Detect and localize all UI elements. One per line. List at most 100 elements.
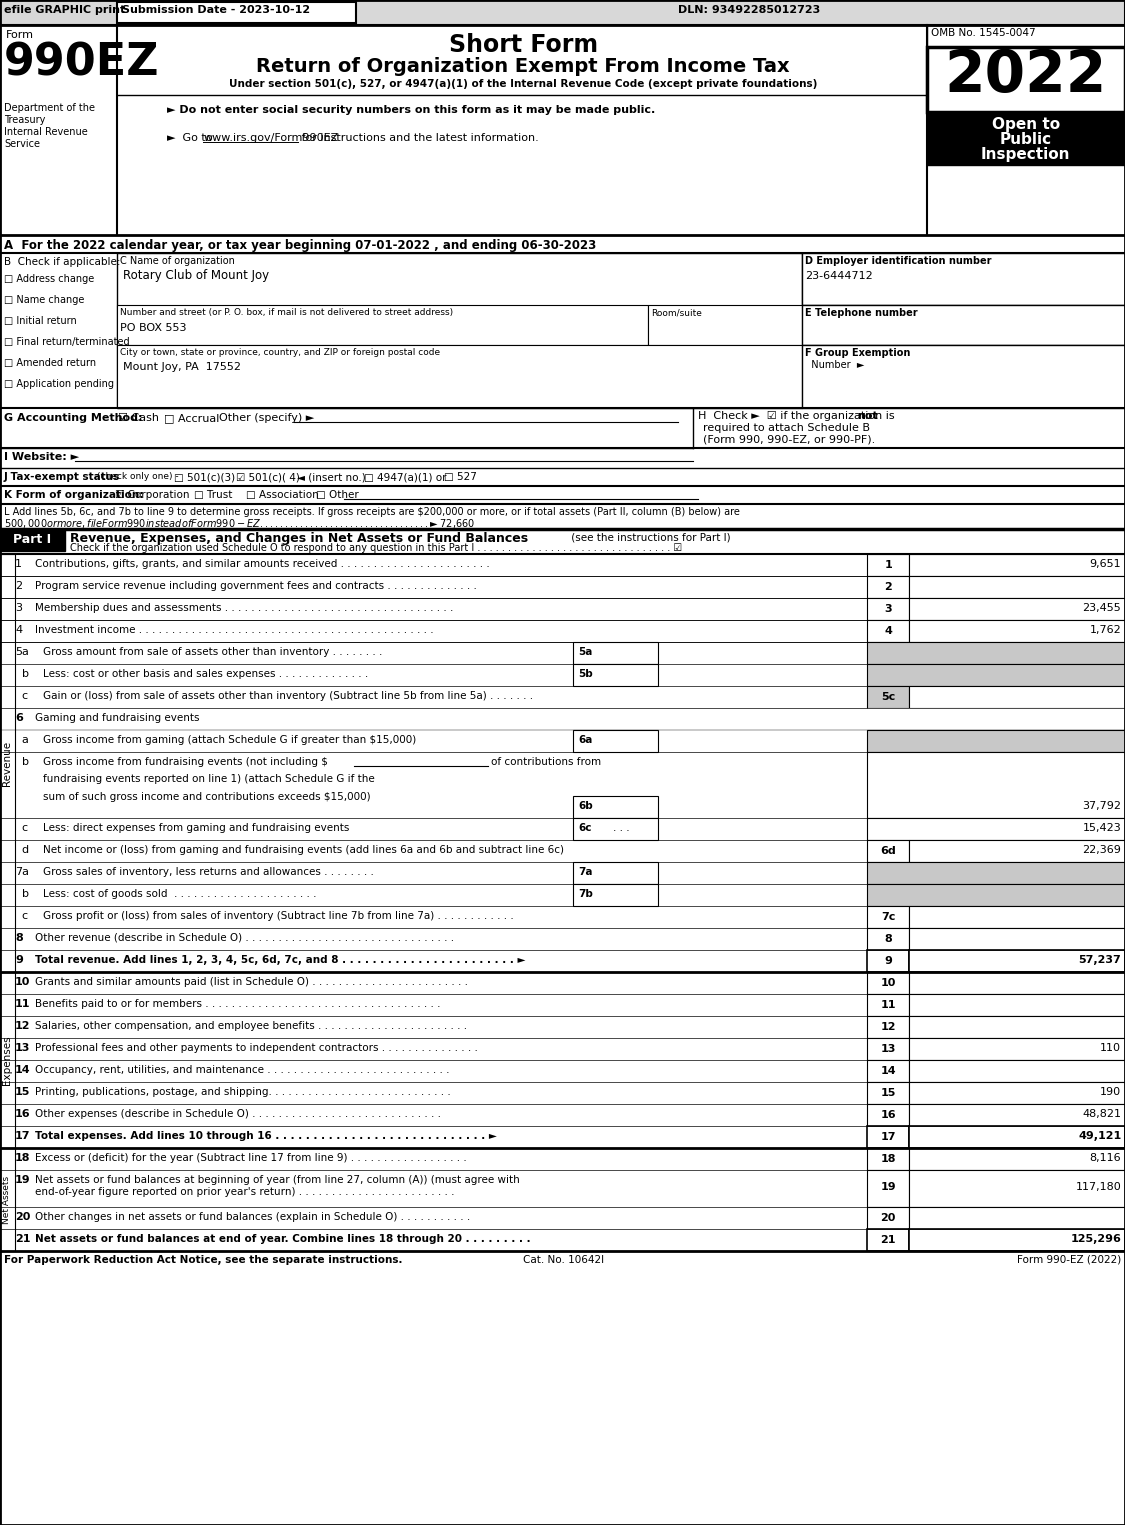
Text: required to attach Schedule B: required to attach Schedule B xyxy=(702,422,869,433)
Text: □ Amended return: □ Amended return xyxy=(5,358,96,368)
Text: c: c xyxy=(15,910,28,921)
Text: 12: 12 xyxy=(15,1022,30,1031)
Text: J Tax-exempt status: J Tax-exempt status xyxy=(5,473,120,482)
Text: ☑ 501(c)( 4): ☑ 501(c)( 4) xyxy=(236,473,300,482)
Bar xyxy=(927,111,1126,165)
Text: □ Application pending: □ Application pending xyxy=(5,380,114,389)
Text: ►  Go to: ► Go to xyxy=(167,133,217,143)
Bar xyxy=(867,971,909,994)
Bar xyxy=(909,950,1126,971)
Bar xyxy=(116,345,803,409)
Text: 2: 2 xyxy=(15,581,23,592)
Text: 8: 8 xyxy=(884,933,892,944)
Text: 4: 4 xyxy=(15,625,23,634)
Bar xyxy=(909,1206,1126,1229)
Bar xyxy=(909,1148,1126,1170)
Text: Salaries, other compensation, and employee benefits . . . . . . . . . . . . . . : Salaries, other compensation, and employ… xyxy=(35,1022,467,1031)
Text: Number  ►: Number ► xyxy=(805,360,865,371)
Text: Contributions, gifts, grants, and similar amounts received . . . . . . . . . . .: Contributions, gifts, grants, and simila… xyxy=(35,560,490,569)
Text: 9: 9 xyxy=(884,956,892,965)
Text: (check only one) -: (check only one) - xyxy=(97,473,178,480)
Text: d: d xyxy=(15,845,29,856)
Text: 20: 20 xyxy=(15,1212,30,1222)
Text: 15: 15 xyxy=(881,1087,895,1098)
Text: Open to: Open to xyxy=(991,117,1060,133)
Text: C Name of organization: C Name of organization xyxy=(120,256,235,265)
Text: A  For the 2022 calendar year, or tax year beginning 07-01-2022 , and ending 06-: A For the 2022 calendar year, or tax yea… xyxy=(5,239,596,252)
Text: 37,792: 37,792 xyxy=(1083,801,1121,811)
Text: Other (specify) ►: Other (specify) ► xyxy=(219,413,315,422)
Text: ☑ Corporation: ☑ Corporation xyxy=(115,490,190,500)
Bar xyxy=(867,642,1126,663)
Text: City or town, state or province, country, and ZIP or foreign postal code: City or town, state or province, country… xyxy=(120,348,439,357)
Text: Membership dues and assessments . . . . . . . . . . . . . . . . . . . . . . . . : Membership dues and assessments . . . . … xyxy=(35,602,453,613)
Text: 6d: 6d xyxy=(881,846,896,856)
Text: Room/suite: Room/suite xyxy=(650,308,702,317)
Bar xyxy=(909,840,1126,862)
Text: ☑ Cash: ☑ Cash xyxy=(117,413,158,422)
Text: 13: 13 xyxy=(881,1045,895,1054)
Text: 190: 190 xyxy=(1100,1087,1121,1096)
Text: 16: 16 xyxy=(881,1110,896,1119)
Bar xyxy=(867,576,909,598)
Text: For Paperwork Reduction Act Notice, see the separate instructions.: For Paperwork Reduction Act Notice, see … xyxy=(5,1255,402,1266)
Bar xyxy=(909,994,1126,1016)
Text: Less: cost or other basis and sales expenses . . . . . . . . . . . . . .: Less: cost or other basis and sales expe… xyxy=(43,669,368,679)
Text: Printing, publications, postage, and shipping. . . . . . . . . . . . . . . . . .: Printing, publications, postage, and shi… xyxy=(35,1087,450,1096)
Text: Professional fees and other payments to independent contractors . . . . . . . . : Professional fees and other payments to … xyxy=(35,1043,478,1052)
Text: Gross profit or (loss) from sales of inventory (Subtract line 7b from line 7a) .: Gross profit or (loss) from sales of inv… xyxy=(43,910,514,921)
Text: Net assets or fund balances at beginning of year (from line 27, column (A)) (mus: Net assets or fund balances at beginning… xyxy=(35,1174,519,1185)
Text: 12: 12 xyxy=(881,1022,895,1032)
Text: 7b: 7b xyxy=(578,889,593,900)
Text: 11: 11 xyxy=(15,999,30,1010)
Text: Department of the: Department of the xyxy=(5,104,95,113)
Text: 17: 17 xyxy=(15,1132,30,1141)
Bar xyxy=(574,817,658,840)
Text: 5a: 5a xyxy=(578,647,593,657)
Bar xyxy=(867,1104,909,1125)
Text: Gross amount from sale of assets other than inventory . . . . . . . .: Gross amount from sale of assets other t… xyxy=(43,647,383,657)
Text: 7c: 7c xyxy=(881,912,895,923)
Bar xyxy=(867,1125,909,1148)
Text: $500,000 or more, file Form 990 instead of Form 990-EZ  . . . . . . . . . . . . : $500,000 or more, file Form 990 instead … xyxy=(5,517,475,531)
Bar xyxy=(0,971,15,1148)
Text: 110: 110 xyxy=(1101,1043,1121,1052)
Text: 15: 15 xyxy=(15,1087,30,1096)
Text: H  Check ►  ☑ if the organization is: H Check ► ☑ if the organization is xyxy=(698,412,894,421)
Text: □ Trust: □ Trust xyxy=(194,490,233,500)
Text: Occupancy, rent, utilities, and maintenance . . . . . . . . . . . . . . . . . . : Occupancy, rent, utilities, and maintena… xyxy=(35,1064,449,1075)
Bar xyxy=(867,1016,909,1039)
Bar xyxy=(0,554,15,971)
Text: end-of-year figure reported on prior year's return) . . . . . . . . . . . . . . : end-of-year figure reported on prior yea… xyxy=(35,1186,454,1197)
Text: Net assets or fund balances at end of year. Combine lines 18 through 20 . . . . : Net assets or fund balances at end of ye… xyxy=(35,1234,531,1244)
Text: . . .: . . . xyxy=(613,824,630,833)
Text: Check if the organization used Schedule O to respond to any question in this Par: Check if the organization used Schedule … xyxy=(70,543,682,554)
Text: 1: 1 xyxy=(15,560,21,569)
Text: □ Association: □ Association xyxy=(246,490,320,500)
Bar xyxy=(867,884,1126,906)
Text: ► Do not enter social security numbers on this form as it may be made public.: ► Do not enter social security numbers o… xyxy=(167,105,656,114)
Text: 6a: 6a xyxy=(578,735,593,746)
Text: I Website: ►: I Website: ► xyxy=(5,451,79,462)
Text: fundraising events reported on line 1) (attach Schedule G if the: fundraising events reported on line 1) (… xyxy=(43,775,375,784)
Text: 21: 21 xyxy=(15,1234,30,1244)
Text: Mount Joy, PA  17552: Mount Joy, PA 17552 xyxy=(123,361,240,372)
Bar xyxy=(909,621,1126,642)
Text: Service: Service xyxy=(5,139,40,149)
Text: Under section 501(c), 527, or 4947(a)(1) of the Internal Revenue Code (except pr: Under section 501(c), 527, or 4947(a)(1)… xyxy=(229,79,817,88)
Text: Treasury: Treasury xyxy=(5,114,45,125)
Text: Revenue, Expenses, and Changes in Net Assets or Fund Balances: Revenue, Expenses, and Changes in Net As… xyxy=(70,532,528,544)
Text: Gross sales of inventory, less returns and allowances . . . . . . . .: Gross sales of inventory, less returns a… xyxy=(43,868,374,877)
Text: 8: 8 xyxy=(15,933,23,942)
Bar xyxy=(574,796,658,817)
Text: PO BOX 553: PO BOX 553 xyxy=(120,323,186,332)
Text: 8,116: 8,116 xyxy=(1089,1153,1121,1164)
Bar xyxy=(867,621,909,642)
Bar xyxy=(867,929,909,950)
Bar xyxy=(909,1083,1126,1104)
Text: Total expenses. Add lines 10 through 16 . . . . . . . . . . . . . . . . . . . . : Total expenses. Add lines 10 through 16 … xyxy=(35,1132,497,1141)
Text: 5c: 5c xyxy=(881,692,895,702)
Bar xyxy=(867,708,1126,730)
Text: G Accounting Method:: G Accounting Method: xyxy=(5,413,142,422)
Bar xyxy=(867,554,909,576)
